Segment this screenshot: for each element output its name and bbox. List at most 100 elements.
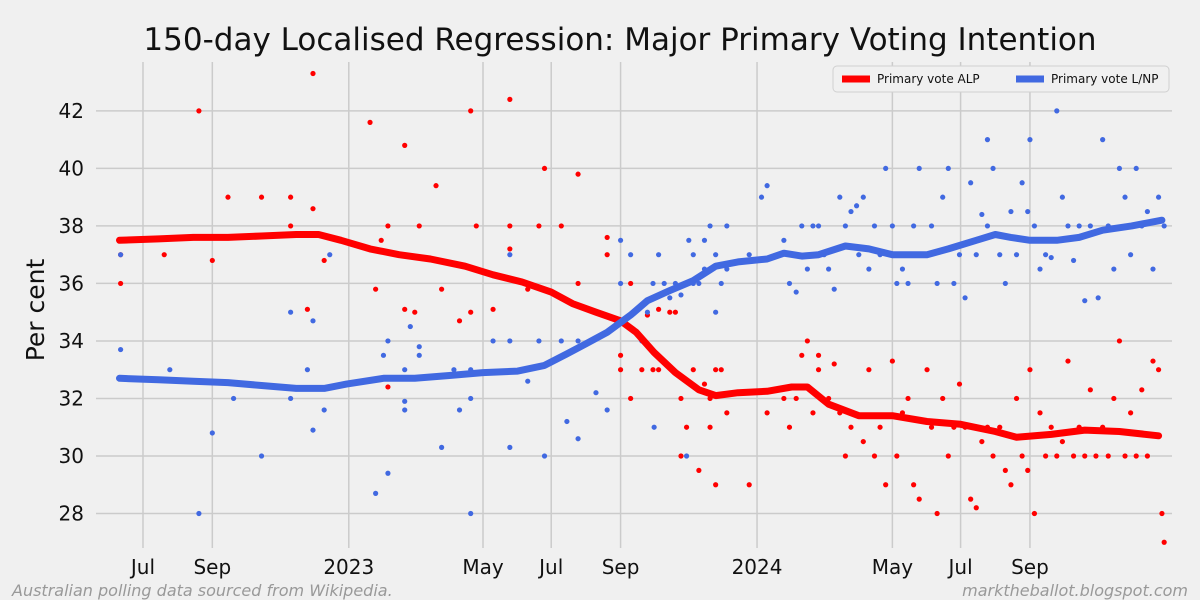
poll-point-alp — [713, 482, 719, 488]
poll-point-alp — [701, 381, 708, 387]
poll-point-alp — [804, 338, 810, 344]
poll-point-alp — [209, 257, 215, 264]
poll-point-alp — [997, 424, 1003, 430]
poll-point-alp — [473, 223, 479, 229]
poll-point-lnp — [1095, 295, 1101, 301]
poll-point-lnp — [831, 286, 837, 292]
poll-point-lnp — [575, 436, 581, 442]
poll-point-lnp — [490, 338, 496, 344]
poll-point-alp — [690, 367, 696, 373]
poll-point-lnp — [644, 309, 651, 315]
poll-point-lnp — [758, 194, 765, 200]
poll-point-lnp — [894, 280, 900, 287]
poll-point-alp — [1065, 358, 1071, 364]
poll-point-lnp — [826, 266, 832, 272]
poll-point-lnp — [1150, 266, 1156, 272]
y-tick-label: 30 — [59, 444, 84, 468]
poll-point-lnp — [651, 424, 657, 430]
poll-point-lnp — [997, 252, 1003, 258]
poll-point-lnp — [258, 453, 265, 459]
poll-point-lnp — [848, 208, 854, 215]
poll-point-alp — [433, 183, 439, 189]
poll-point-alp — [604, 252, 610, 258]
poll-point-alp — [810, 410, 816, 416]
poll-point-lnp — [804, 266, 810, 272]
poll-point-lnp — [1002, 280, 1008, 287]
poll-point-alp — [1105, 453, 1111, 459]
poll-point-lnp — [686, 237, 692, 243]
poll-point-alp — [713, 367, 719, 373]
poll-point-alp — [310, 206, 316, 212]
poll-point-lnp — [380, 352, 387, 358]
poll-point-alp — [604, 234, 610, 241]
y-axis-ticks: 28 30 32 34 36 38 40 42 — [59, 99, 84, 526]
poll-point-lnp — [451, 367, 457, 373]
poll-point-alp — [724, 410, 730, 416]
poll-point-lnp — [288, 309, 294, 315]
poll-point-lnp — [628, 252, 634, 258]
poll-point-lnp — [617, 280, 624, 287]
y-tick-label: 34 — [59, 329, 84, 353]
poll-point-alp — [575, 280, 581, 287]
poll-point-alp — [507, 223, 513, 229]
poll-point-lnp — [871, 223, 878, 229]
poll-point-lnp — [713, 309, 719, 315]
poll-point-lnp — [945, 165, 951, 172]
poll-point-alp — [905, 395, 911, 402]
poll-point-alp — [877, 424, 883, 430]
poll-point-lnp — [402, 407, 408, 413]
x-tick-label: Jul — [947, 555, 973, 579]
poll-point-alp — [617, 367, 624, 373]
poll-point-lnp — [209, 430, 215, 436]
poll-point-lnp — [507, 338, 513, 344]
poll-point-lnp — [984, 223, 991, 229]
poll-point-alp — [617, 352, 624, 358]
poll-point-alp — [541, 165, 548, 172]
poll-point-lnp — [1043, 252, 1049, 258]
poll-point-alp — [575, 171, 581, 177]
poll-point-lnp — [1128, 252, 1134, 258]
poll-point-alp — [656, 367, 662, 373]
poll-point-lnp — [696, 280, 702, 287]
poll-point-alp — [786, 424, 793, 430]
poll-point-lnp — [911, 223, 917, 229]
poll-point-lnp — [1025, 208, 1031, 215]
poll-point-alp — [304, 306, 310, 312]
poll-point-lnp — [853, 203, 860, 209]
legend-box — [832, 65, 1170, 93]
poll-point-lnp — [1027, 137, 1033, 143]
poll-point-alp — [507, 246, 513, 252]
poll-point-lnp — [407, 323, 413, 330]
poll-point-alp — [667, 309, 673, 315]
poll-point-lnp — [468, 510, 474, 517]
poll-point-alp — [490, 306, 496, 312]
poll-point-alp — [161, 252, 167, 258]
poll-point-lnp — [507, 444, 513, 450]
poll-point-alp — [468, 309, 474, 315]
poll-point-lnp — [1082, 298, 1088, 304]
poll-point-lnp — [593, 390, 599, 396]
y-tick-label: 32 — [59, 386, 84, 410]
poll-point-lnp — [536, 338, 542, 344]
poll-point-alp — [707, 424, 713, 430]
poll-point-lnp — [118, 346, 124, 353]
poll-point-alp — [945, 453, 951, 459]
poll-point-alp — [696, 467, 702, 473]
poll-point-alp — [746, 482, 752, 488]
poll-point-alp — [1059, 438, 1065, 445]
poll-point-alp — [815, 352, 822, 358]
poll-point-lnp — [984, 137, 991, 143]
poll-point-lnp — [167, 367, 173, 373]
poll-point-lnp — [1133, 165, 1139, 172]
poll-point-lnp — [1037, 266, 1043, 272]
poll-point-lnp — [815, 223, 822, 229]
poll-point-lnp — [979, 211, 985, 218]
poll-point-lnp — [1013, 252, 1020, 258]
poll-point-lnp — [1019, 180, 1025, 186]
poll-point-alp — [1025, 467, 1031, 473]
poll-point-lnp — [916, 165, 922, 172]
poll-point-alp — [1087, 387, 1093, 393]
poll-point-lnp — [558, 338, 564, 344]
poll-point-alp — [468, 108, 474, 114]
